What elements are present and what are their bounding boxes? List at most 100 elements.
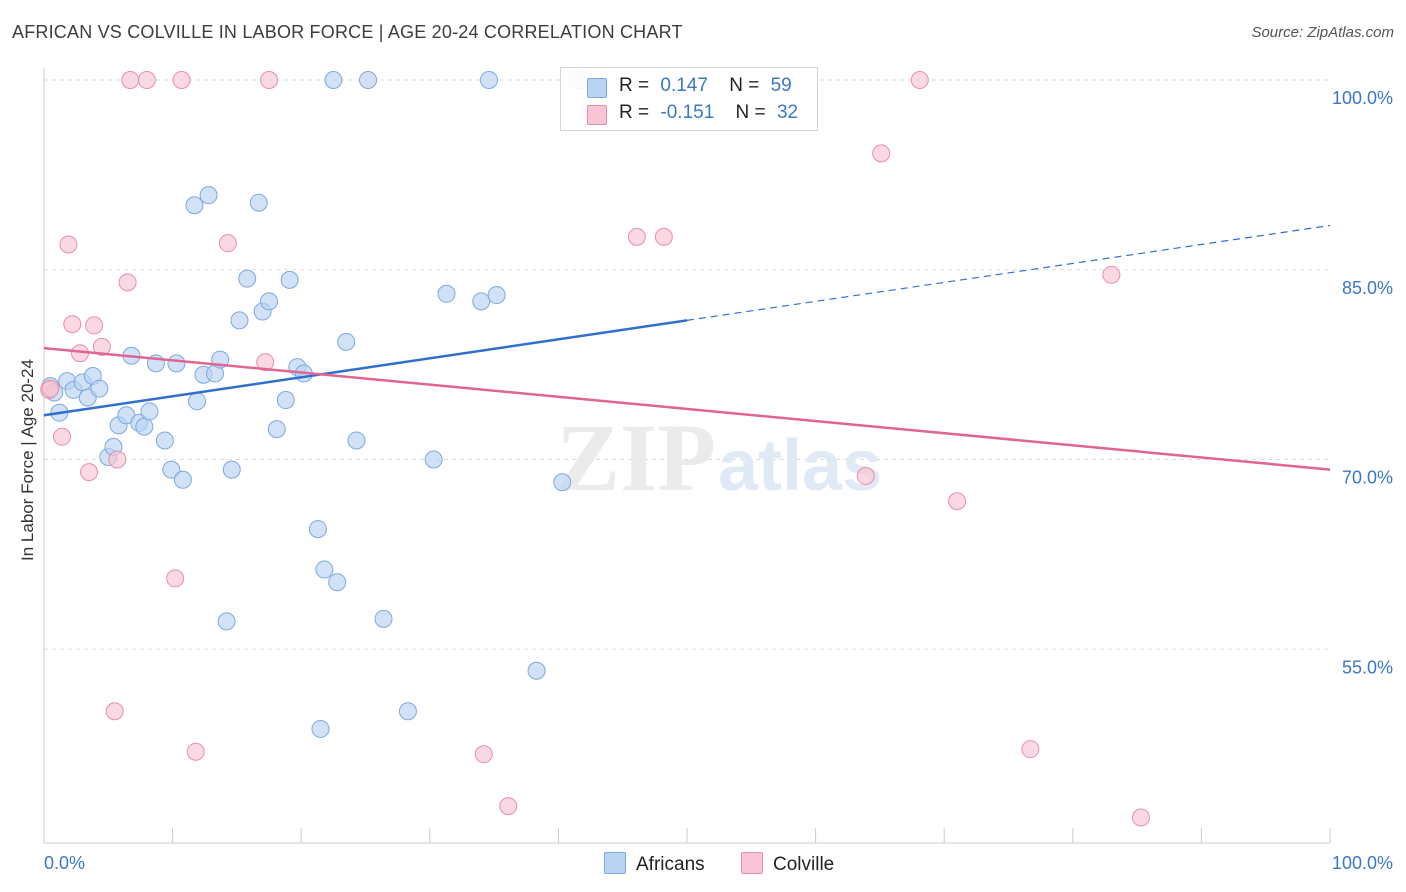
- point-colville: [166, 569, 185, 588]
- point-colville: [474, 745, 493, 764]
- point-africans: [90, 379, 109, 398]
- legend-colville-r-label: R =: [619, 102, 650, 123]
- legend-colville-r-value: -0.151: [660, 102, 715, 123]
- point-africans: [337, 332, 356, 351]
- y-tick-label: 70.0%: [1342, 468, 1393, 488]
- point-africans: [267, 420, 286, 439]
- point-colville: [53, 427, 72, 446]
- point-africans: [222, 460, 241, 479]
- point-africans: [249, 193, 268, 212]
- point-colville: [1131, 808, 1150, 827]
- x-tick-label-max: 100.0%: [1332, 853, 1393, 873]
- correlation-legend: R = 0.147 N = 59 R = -0.151 N = 32: [560, 67, 818, 131]
- point-africans: [238, 269, 257, 288]
- point-africans: [173, 470, 192, 489]
- point-colville: [137, 71, 156, 89]
- point-africans: [553, 473, 572, 492]
- point-colville: [654, 227, 673, 246]
- point-colville: [59, 235, 78, 254]
- point-africans: [324, 71, 343, 89]
- bottom-legend-africans: Africans: [604, 852, 705, 876]
- point-africans: [140, 402, 159, 421]
- legend-africans-n-value: 59: [770, 75, 792, 96]
- bottom-legend-swatch-africans: [604, 852, 626, 874]
- point-africans: [311, 719, 330, 738]
- point-colville: [85, 316, 104, 335]
- point-africans: [398, 702, 417, 721]
- point-africans: [230, 311, 249, 330]
- point-africans: [527, 661, 546, 680]
- point-africans: [167, 354, 186, 373]
- trend-lines: [43, 224, 1331, 471]
- y-tick-label: 55.0%: [1342, 657, 1393, 677]
- point-africans: [188, 392, 207, 411]
- bottom-legend-colville: Colville: [741, 852, 834, 876]
- point-colville: [63, 315, 82, 334]
- point-colville: [499, 797, 518, 816]
- point-colville: [948, 492, 967, 511]
- legend-swatch-africans: [587, 78, 607, 98]
- point-africans: [472, 292, 491, 311]
- point-colville: [1021, 740, 1040, 759]
- point-colville: [108, 450, 127, 469]
- trend-line-africans: [43, 319, 688, 417]
- point-colville: [172, 71, 191, 89]
- watermark-zip: ZIP: [556, 404, 716, 511]
- point-colville: [218, 234, 237, 253]
- trend-line-colville: [43, 346, 1331, 471]
- point-colville: [118, 273, 137, 292]
- point-africans: [217, 612, 236, 631]
- point-colville: [627, 227, 646, 246]
- point-africans: [155, 431, 174, 450]
- point-africans: [359, 71, 378, 89]
- point-colville: [856, 466, 875, 485]
- point-colville: [256, 353, 275, 372]
- chart-title: AFRICAN VS COLVILLE IN LABOR FORCE | AGE…: [12, 22, 683, 42]
- point-colville: [41, 379, 60, 398]
- axes: [43, 68, 1331, 844]
- trend-line-africans-extension: [686, 224, 1331, 321]
- point-africans: [185, 196, 204, 215]
- bottom-legend-label-africans: Africans: [636, 854, 705, 875]
- point-colville: [80, 463, 99, 482]
- point-colville: [872, 144, 891, 163]
- point-africans: [487, 286, 506, 305]
- point-colville: [121, 71, 140, 89]
- bottom-legend-swatch-colville: [741, 852, 763, 874]
- source-credit: Source: ZipAtlas.com: [1251, 24, 1394, 41]
- point-africans: [374, 609, 393, 628]
- bottom-legend-label-colville: Colville: [773, 854, 835, 875]
- y-tick-label: 85.0%: [1342, 278, 1393, 298]
- gridlines: [44, 79, 1330, 650]
- x-tick-label-min: 0.0%: [44, 853, 85, 873]
- legend-africans-n-label: N =: [729, 75, 760, 96]
- legend-africans-r-label: R =: [619, 75, 650, 96]
- legend-swatch-colville: [587, 105, 607, 125]
- point-africans: [437, 284, 456, 303]
- legend-colville-n-value: 32: [776, 102, 799, 123]
- legend-colville-n-label: N =: [735, 102, 766, 123]
- point-africans: [135, 417, 154, 436]
- point-colville: [1102, 265, 1121, 284]
- legend-africans-r-value: 0.147: [660, 75, 708, 96]
- y-axis-title: In Labor Force | Age 20-24: [18, 359, 37, 561]
- point-africans: [308, 520, 327, 539]
- point-africans: [315, 560, 334, 579]
- y-tick-label: 100.0%: [1332, 88, 1393, 108]
- point-africans: [162, 460, 181, 479]
- point-colville: [92, 337, 111, 356]
- point-africans: [276, 391, 295, 410]
- point-africans: [199, 186, 218, 205]
- watermark-atlas: atlas: [718, 426, 882, 506]
- tick-labels: 55.0% 70.0% 85.0% 100.0% 0.0% 100.0%: [44, 88, 1393, 873]
- point-colville: [260, 71, 279, 89]
- point-colville: [105, 702, 124, 721]
- point-colville: [910, 71, 929, 89]
- point-africans: [280, 270, 299, 289]
- point-africans: [260, 292, 279, 311]
- data-points: [40, 71, 1150, 827]
- point-africans: [328, 573, 347, 592]
- point-colville: [186, 742, 205, 761]
- point-africans: [479, 71, 498, 89]
